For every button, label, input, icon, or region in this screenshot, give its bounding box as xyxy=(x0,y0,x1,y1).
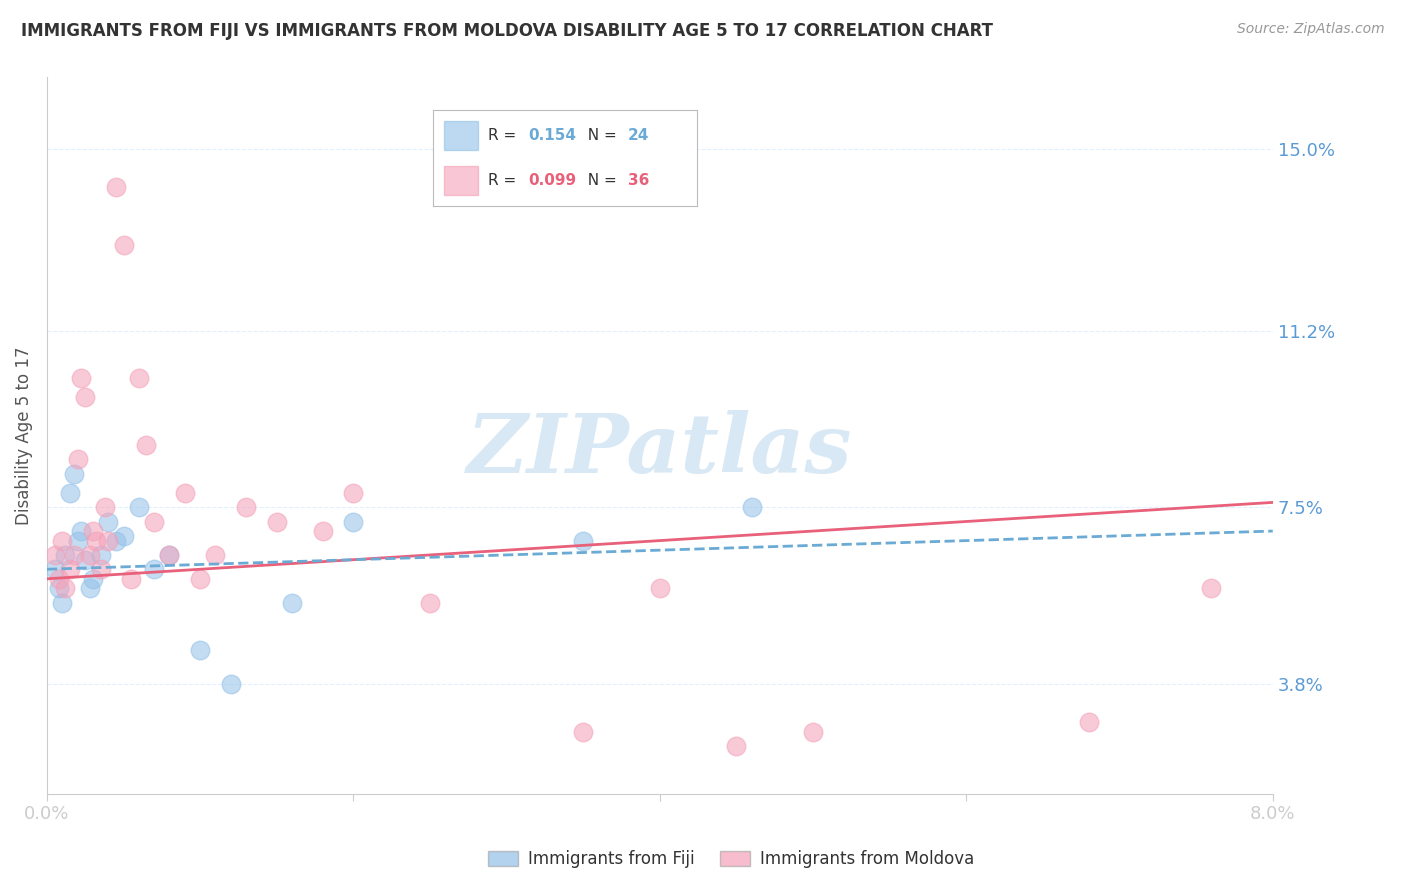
Point xyxy=(48,572,70,586)
Point xyxy=(44,562,66,576)
Point xyxy=(104,180,127,194)
Point xyxy=(75,552,97,566)
Point xyxy=(281,596,304,610)
Point xyxy=(63,548,86,562)
Point xyxy=(89,562,111,576)
Text: IMMIGRANTS FROM FIJI VS IMMIGRANTS FROM MOLDOVA DISABILITY AGE 5 TO 17 CORRELATI: IMMIGRANTS FROM FIJI VS IMMIGRANTS FROM … xyxy=(21,22,993,40)
Point xyxy=(235,500,257,515)
Point xyxy=(266,515,288,529)
Point xyxy=(75,390,97,404)
Point xyxy=(128,371,150,385)
Point xyxy=(112,529,135,543)
Point xyxy=(79,548,101,562)
Text: ZIPatlas: ZIPatlas xyxy=(467,410,852,490)
Point xyxy=(342,486,364,500)
Point xyxy=(51,533,73,548)
Point xyxy=(572,724,595,739)
Y-axis label: Disability Age 5 to 17: Disability Age 5 to 17 xyxy=(15,346,32,524)
Point xyxy=(128,500,150,515)
Point xyxy=(1077,714,1099,729)
Point xyxy=(173,486,195,500)
Point xyxy=(89,548,111,562)
Text: Source: ZipAtlas.com: Source: ZipAtlas.com xyxy=(1237,22,1385,37)
Point xyxy=(159,548,181,562)
Point xyxy=(63,467,86,481)
Point xyxy=(188,643,211,657)
Point xyxy=(59,562,82,576)
Point xyxy=(44,548,66,562)
Point xyxy=(312,524,335,538)
Point xyxy=(79,582,101,596)
Point xyxy=(143,515,166,529)
Point xyxy=(53,548,76,562)
Legend: Immigrants from Fiji, Immigrants from Moldova: Immigrants from Fiji, Immigrants from Mo… xyxy=(481,844,981,875)
Point xyxy=(159,548,181,562)
Point xyxy=(48,582,70,596)
Point xyxy=(66,533,89,548)
Point xyxy=(51,596,73,610)
Point xyxy=(69,524,91,538)
Point xyxy=(725,739,748,753)
Point xyxy=(419,596,441,610)
Point xyxy=(84,533,107,548)
Point xyxy=(572,533,595,548)
Point xyxy=(97,515,120,529)
Point xyxy=(219,677,242,691)
Point xyxy=(94,500,117,515)
Point xyxy=(801,724,824,739)
Point xyxy=(143,562,166,576)
Point xyxy=(104,533,127,548)
Point xyxy=(53,582,76,596)
Point xyxy=(741,500,763,515)
Point xyxy=(66,452,89,467)
Point xyxy=(135,438,157,452)
Point xyxy=(82,572,104,586)
Point xyxy=(342,515,364,529)
Point xyxy=(59,486,82,500)
Point xyxy=(188,572,211,586)
Point xyxy=(82,524,104,538)
Point xyxy=(648,582,671,596)
Point xyxy=(204,548,226,562)
Point xyxy=(120,572,142,586)
Point xyxy=(97,533,120,548)
Point xyxy=(112,237,135,252)
Point xyxy=(1201,582,1223,596)
Point xyxy=(69,371,91,385)
